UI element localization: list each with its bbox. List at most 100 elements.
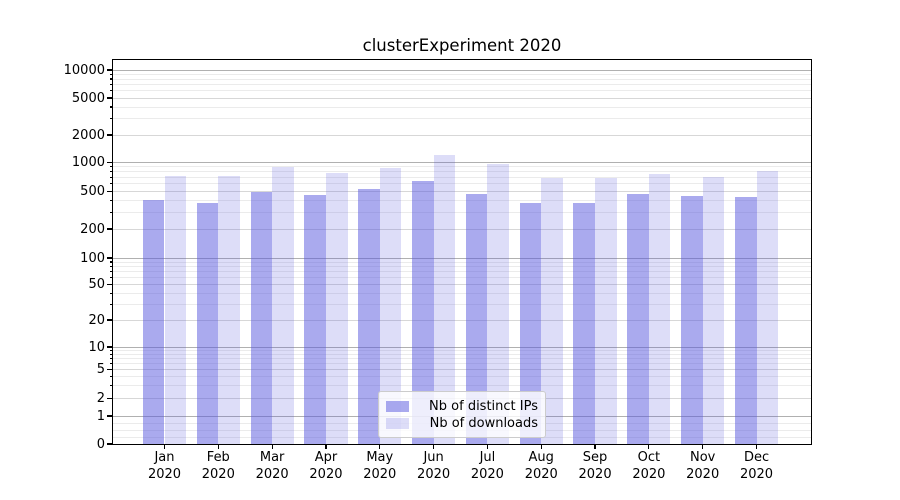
x-axis-label: Feb 2020	[201, 450, 235, 482]
minor-gridline	[113, 78, 811, 80]
minor-gridline	[113, 277, 811, 279]
y-axis-minor-tick	[109, 292, 113, 294]
x-axis-label: Sep 2020	[578, 450, 612, 482]
x-axis-label: Jan 2020	[147, 450, 182, 482]
x-axis-label: Jun 2020	[417, 450, 451, 482]
y-axis-tick	[107, 69, 113, 71]
legend-entry-downloads: Nb of downloads	[386, 415, 538, 431]
y-axis-minor-tick	[109, 303, 113, 305]
y-axis-minor-tick	[109, 362, 113, 365]
y-axis-minor-tick	[109, 73, 113, 75]
y-axis-minor-tick	[109, 276, 113, 279]
y-axis-minor-tick	[109, 349, 113, 351]
chart-title: clusterExperiment 2020	[362, 36, 562, 55]
minor-gridline	[113, 292, 811, 294]
bar-downloads-jul	[487, 164, 509, 444]
x-axis-label: Apr 2020	[309, 450, 343, 482]
bar-distinct-ips-oct	[627, 193, 649, 444]
bar-downloads-dec	[756, 170, 779, 444]
major-gridline	[113, 284, 811, 285]
y-axis-tick	[107, 97, 113, 99]
y-axis-tick	[107, 415, 113, 417]
y-axis-label: 2	[96, 391, 105, 406]
y-axis-minor-tick	[109, 357, 113, 360]
y-axis-minor-tick	[109, 271, 113, 273]
minor-gridline	[113, 118, 811, 120]
x-axis-tick	[486, 444, 488, 449]
y-axis-tick	[107, 161, 113, 164]
major-gridline	[113, 162, 811, 163]
major-gridline	[113, 134, 811, 136]
major-gridline	[113, 97, 811, 99]
bar-downloads-nov	[702, 176, 725, 444]
x-axis-tick	[755, 444, 758, 449]
x-axis-tick	[702, 444, 704, 449]
y-axis-label: 200	[80, 221, 105, 237]
bar-distinct-ips-dec	[734, 196, 757, 444]
y-axis-tick	[107, 397, 113, 400]
major-gridline	[113, 346, 811, 348]
major-gridline	[113, 69, 811, 71]
y-axis-minor-tick	[109, 261, 113, 263]
x-axis-tick	[433, 444, 435, 449]
x-axis-label: Nov 2020	[686, 450, 720, 482]
bar-distinct-ips-jul	[465, 194, 488, 444]
y-axis-minor-tick	[109, 90, 113, 92]
minor-gridline	[113, 106, 811, 108]
bar-downloads-sep	[595, 178, 617, 444]
bar-distinct-ips-mar	[250, 192, 273, 444]
minor-gridline	[113, 376, 811, 378]
minor-gridline	[113, 349, 811, 351]
bar-downloads-feb	[218, 175, 240, 444]
x-axis-tick	[325, 444, 327, 449]
legend-swatch-downloads	[386, 417, 409, 429]
x-axis-tick	[217, 444, 219, 449]
legend-entry-distinct-ips: Nb of distinct IPs	[386, 398, 538, 414]
minor-gridline	[113, 200, 811, 202]
minor-gridline	[113, 183, 811, 185]
bar-downloads-jan	[164, 175, 187, 444]
major-gridline	[113, 191, 811, 192]
y-axis-tick	[107, 257, 113, 259]
y-axis-minor-tick	[109, 353, 113, 355]
x-axis-label: Aug 2020	[524, 450, 558, 482]
minor-gridline	[113, 353, 811, 355]
y-axis-minor-tick	[109, 211, 113, 213]
y-axis-label: 2000	[71, 127, 105, 143]
y-axis-label: 5000	[71, 90, 105, 106]
bar-downloads-jun	[433, 155, 456, 444]
x-axis-label: Mar 2020	[255, 450, 289, 482]
y-axis-tick	[107, 190, 113, 193]
y-axis-tick	[107, 228, 113, 230]
y-axis-label: 1000	[71, 155, 105, 170]
y-axis-minor-tick	[109, 166, 113, 168]
x-axis-label: Oct 2020	[632, 450, 666, 482]
y-axis-tick	[107, 346, 113, 348]
x-axis-tick	[379, 444, 381, 449]
y-axis-tick	[107, 443, 113, 445]
y-axis-label: 50	[88, 277, 105, 292]
bar-distinct-ips-jan	[142, 199, 165, 444]
bar-distinct-ips-feb	[196, 202, 219, 444]
major-gridline	[113, 257, 811, 259]
y-axis-minor-tick	[109, 385, 113, 387]
major-gridline	[113, 319, 811, 321]
y-axis-tick	[107, 283, 113, 286]
bar-downloads-mar	[272, 167, 294, 444]
y-axis-label: 100	[80, 250, 105, 266]
bar-distinct-ips-jun	[412, 181, 434, 444]
bar-distinct-ips-aug	[519, 202, 542, 444]
x-axis-tick	[594, 444, 596, 449]
y-axis-minor-tick	[109, 83, 113, 85]
bar-downloads-oct	[648, 174, 671, 444]
bar-distinct-ips-sep	[573, 203, 596, 444]
bar-downloads-may	[379, 167, 402, 444]
y-axis-minor-tick	[109, 200, 113, 202]
legend: Nb of distinct IPs Nb of downloads	[378, 391, 546, 438]
y-axis-minor-tick	[109, 78, 113, 80]
legend-swatch-distinct-ips	[386, 400, 409, 412]
x-axis-label: May 2020	[363, 450, 397, 482]
minor-gridline	[113, 385, 811, 387]
legend-label-downloads: Nb of downloads	[429, 415, 538, 431]
